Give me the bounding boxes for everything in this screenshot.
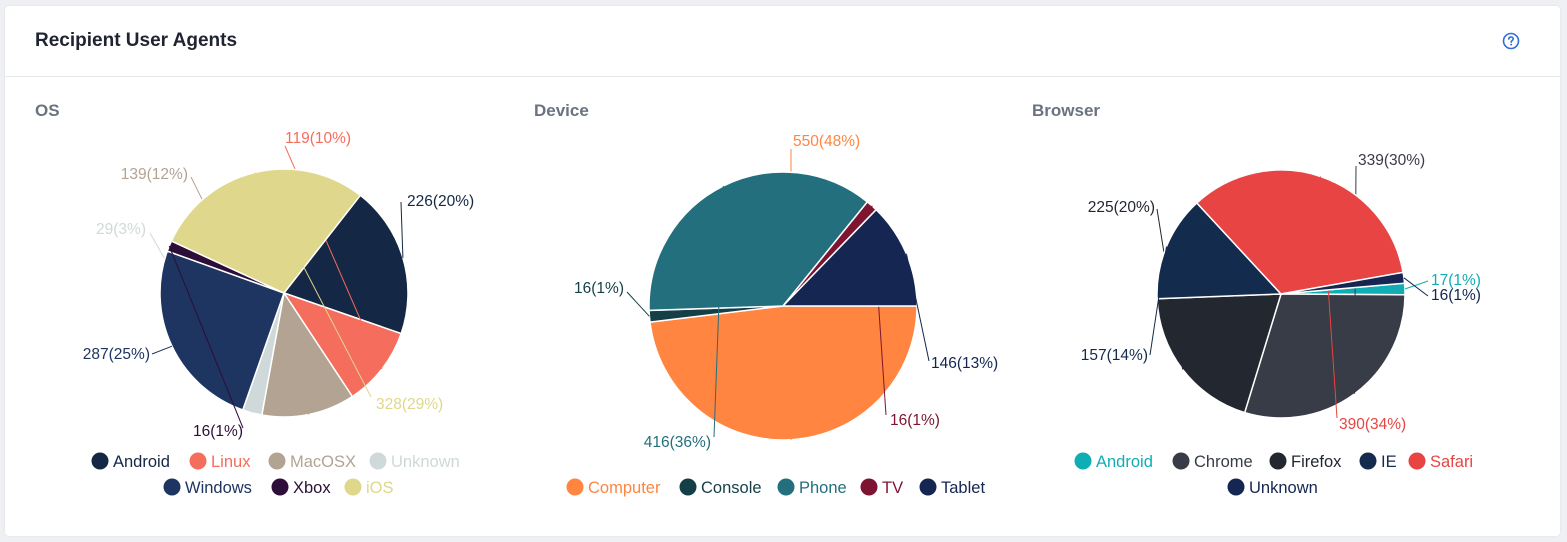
legend-swatch xyxy=(919,478,937,496)
legend-label: Unknown xyxy=(391,453,460,471)
legend-label: Xbox xyxy=(293,479,331,497)
legend-label: Chrome xyxy=(1194,453,1253,471)
legend-swatch xyxy=(566,478,584,496)
os-slice-windows-leader-line xyxy=(151,345,173,355)
browser-slice-ie-leader-line xyxy=(1149,246,1167,356)
browser-slice-android-data-label: 17(1%) xyxy=(1431,272,1481,289)
legend-label: iOS xyxy=(366,479,394,497)
browser-legend-item-ie[interactable]: IE xyxy=(1359,452,1397,472)
legend-label: Linux xyxy=(211,453,251,471)
browser-legend-item-unknown[interactable]: Unknown xyxy=(1227,478,1318,498)
os-slice-xbox-leader-line xyxy=(168,245,244,429)
device-legend-item-tv[interactable]: TV xyxy=(860,478,904,498)
device-slice-tablet-leader-line xyxy=(905,253,930,362)
legend-label: MacOSX xyxy=(290,453,356,471)
os-legend-item-ios[interactable]: iOS xyxy=(344,478,394,498)
browser-slice-safari-leader-line xyxy=(1320,176,1338,419)
device-slice-tablet-data-label: 146(13%) xyxy=(931,355,998,372)
os-legend-item-windows[interactable]: Windows xyxy=(163,478,252,498)
os-slice-ios-data-label: 328(29%) xyxy=(376,396,443,413)
browser-legend-item-android[interactable]: Android xyxy=(1074,452,1153,472)
os-slice-linux-data-label: 119(10%) xyxy=(285,130,351,147)
device-legend-item-tablet[interactable]: Tablet xyxy=(919,478,986,498)
os-legend-item-macosx[interactable]: MacOSX xyxy=(268,452,357,472)
legend-swatch xyxy=(268,452,286,470)
legend-label: Safari xyxy=(1430,453,1473,471)
device-legend-item-console[interactable]: Console xyxy=(679,478,762,498)
question-circle-icon[interactable] xyxy=(1502,32,1520,50)
legend-label: Console xyxy=(701,479,762,497)
browser-slice-unknown-data-label: 16(1%) xyxy=(1431,287,1481,304)
legend-label: TV xyxy=(882,479,903,497)
card-header: Recipient User Agents xyxy=(5,6,1560,77)
legend-swatch xyxy=(860,478,878,496)
device-chart-title: Device xyxy=(534,101,589,120)
device-slice-tablet[interactable] xyxy=(781,208,918,307)
legend-label: Computer xyxy=(588,479,661,497)
card-title: Recipient User Agents xyxy=(35,30,238,51)
browser-slice-firefox-data-label: 225(20%) xyxy=(1088,199,1155,216)
browser-slice-safari-data-label: 390(34%) xyxy=(1339,416,1406,433)
browser-slice-chrome-data-label: 339(30%) xyxy=(1358,152,1425,169)
browser-legend-item-firefox[interactable]: Firefox xyxy=(1269,452,1343,472)
browser-slice-ie[interactable] xyxy=(1156,201,1283,300)
legend-swatch xyxy=(344,478,362,496)
legend-swatch xyxy=(163,478,181,496)
device-legend-item-computer[interactable]: Computer xyxy=(566,478,661,498)
legend-swatch xyxy=(271,478,289,496)
device-slice-console-leader-line xyxy=(626,291,650,317)
legend-swatch xyxy=(679,478,697,496)
os-slice-windows-data-label: 287(25%) xyxy=(83,346,150,363)
os-chart-title: OS xyxy=(35,101,60,120)
legend-label: Firefox xyxy=(1291,453,1342,471)
legend-label: Unknown xyxy=(1249,479,1318,497)
os-slice-android[interactable] xyxy=(282,194,409,335)
legend-swatch xyxy=(91,452,109,470)
legend-label: IE xyxy=(1381,453,1397,471)
device-slice-phone-leader-line xyxy=(713,185,724,438)
os-slice-android-data-label: 226(20%) xyxy=(407,193,474,210)
legend-swatch xyxy=(1359,452,1377,470)
os-legend-item-android[interactable]: Android xyxy=(91,452,170,472)
browser-slice-ie-data-label: 157(14%) xyxy=(1081,347,1148,364)
legend-swatch xyxy=(1172,452,1190,470)
device-legend-item-phone[interactable]: Phone xyxy=(777,478,847,498)
legend-label: Android xyxy=(113,453,170,471)
browser-chart-title: Browser xyxy=(1032,101,1101,120)
legend-label: Phone xyxy=(799,479,847,497)
os-legend-item-xbox[interactable]: Xbox xyxy=(271,478,332,498)
os-slice-android-leader-line xyxy=(400,201,404,258)
legend-label: Android xyxy=(1096,453,1153,471)
legend-swatch xyxy=(777,478,795,496)
legend-swatch xyxy=(189,452,207,470)
device-slice-tv-data-label: 16(1%) xyxy=(890,412,940,429)
browser-legend-item-chrome[interactable]: Chrome xyxy=(1172,452,1253,472)
browser-slice-android-leader-line xyxy=(1404,280,1429,290)
os-slice-macosx-data-label: 139(12%) xyxy=(121,166,188,183)
legend-label: Windows xyxy=(185,479,252,497)
legend-swatch xyxy=(1408,452,1426,470)
browser-legend-item-safari[interactable]: Safari xyxy=(1408,452,1474,472)
os-legend-item-unknown[interactable]: Unknown xyxy=(369,452,460,472)
legend-swatch xyxy=(1074,452,1092,470)
os-slice-ios-leader-line xyxy=(254,172,372,398)
device-slice-console-data-label: 16(1%) xyxy=(574,280,624,297)
os-slice-xbox-data-label: 16(1%) xyxy=(193,423,243,440)
os-legend-item-linux[interactable]: Linux xyxy=(189,452,252,472)
os-slice-unknown-data-label: 29(3%) xyxy=(96,221,146,238)
legend-swatch xyxy=(1227,478,1245,496)
legend-swatch xyxy=(1269,452,1287,470)
legend-label: Tablet xyxy=(941,479,985,497)
browser-slice-unknown-leader-line xyxy=(1403,277,1429,297)
device-slice-computer-data-label: 550(48%) xyxy=(793,133,860,150)
device-slice-computer[interactable] xyxy=(649,305,918,441)
device-slice-phone-data-label: 416(36%) xyxy=(644,434,711,451)
legend-swatch xyxy=(369,452,387,470)
